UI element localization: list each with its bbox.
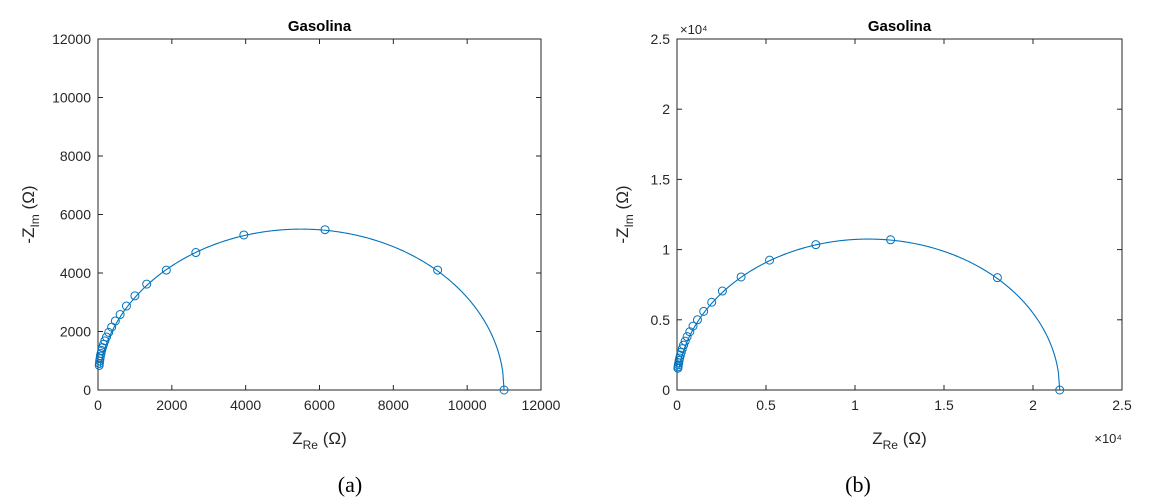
data-point — [94, 360, 104, 370]
data-point — [736, 272, 746, 282]
y-tick-label: 12000 — [52, 31, 91, 47]
data-point — [104, 327, 114, 337]
plot-area — [97, 38, 542, 391]
data-point — [433, 265, 443, 275]
data-point — [707, 297, 717, 307]
y-tick-label: 0 — [662, 382, 670, 398]
panel-caption: (b) — [845, 472, 871, 497]
data-point — [688, 321, 698, 331]
x-tick-label: 10000 — [448, 397, 487, 413]
data-point — [1055, 385, 1065, 395]
x-tick-label: 4000 — [230, 397, 261, 413]
y-tick-label: 1 — [662, 242, 670, 258]
y-tick-label: 1.5 — [651, 171, 671, 187]
series-line — [678, 238, 1061, 391]
y-tick-label: 8000 — [60, 148, 91, 164]
x-axis-label: ZRe (Ω) — [872, 429, 927, 452]
data-point — [239, 230, 249, 240]
data-point — [886, 235, 896, 245]
x-axis-multiplier: ×10⁴ — [1094, 431, 1122, 446]
data-point — [499, 385, 509, 395]
data-point — [992, 273, 1002, 283]
data-point — [115, 310, 125, 320]
y-tick-label: 0 — [83, 382, 91, 398]
y-axis-label: -ZIm (Ω) — [613, 185, 636, 243]
y-tick-label: 4000 — [60, 265, 91, 281]
data-point — [142, 279, 152, 289]
x-tick-label: 12000 — [522, 397, 561, 413]
data-point — [717, 286, 727, 296]
y-tick-label: 10000 — [52, 90, 91, 106]
x-axis-label: ZRe (Ω) — [292, 429, 347, 452]
x-tick-label: 2000 — [156, 397, 187, 413]
x-tick-label: 2.5 — [1112, 397, 1132, 413]
chart-panel-a: 0 2000 4000 6000 8000 10000 12000 0 2000 4000 6000… — [19, 18, 561, 497]
x-tick-label: 8000 — [378, 397, 409, 413]
x-tick-label: 2 — [1029, 397, 1037, 413]
y-tick-label: 2.5 — [651, 31, 671, 47]
y-axis-multiplier: ×10⁴ — [680, 22, 708, 37]
plot-area — [676, 38, 1123, 391]
y-tick-label: 6000 — [60, 207, 91, 223]
panel-caption: (a) — [338, 472, 362, 497]
data-point — [161, 265, 171, 275]
data-point — [811, 240, 821, 250]
x-tick-label: 0.5 — [756, 397, 776, 413]
data-point — [692, 315, 702, 325]
data-point — [320, 225, 330, 235]
y-axis-label: -ZIm (Ω) — [19, 185, 42, 243]
data-point — [685, 327, 695, 337]
data-point — [107, 322, 117, 332]
x-tick-label: 1 — [851, 397, 859, 413]
data-point — [682, 332, 692, 342]
data-point — [191, 248, 201, 258]
data-point — [673, 363, 683, 373]
y-tick-label: 0.5 — [651, 312, 671, 328]
x-tick-label: 6000 — [304, 397, 335, 413]
x-tick-label: 1.5 — [934, 397, 954, 413]
y-tick-label: 2 — [662, 101, 670, 117]
x-tick-label: 0 — [673, 397, 681, 413]
data-point — [699, 306, 709, 316]
y-tick-label: 2000 — [60, 324, 91, 340]
chart-title: Gasolina — [868, 18, 932, 35]
series-line — [99, 228, 505, 391]
data-point — [765, 255, 775, 265]
chart-title: Gasolina — [288, 18, 352, 35]
data-point — [121, 301, 131, 311]
data-point — [677, 344, 687, 354]
data-point — [130, 291, 140, 301]
x-tick-label: 0 — [94, 397, 102, 413]
chart-panel-b: 0 0.5 1 1.5 2 2.5 0 0.5 1 1.5 2 2.5 ×10⁴ ×10⁴ Gasolina… — [613, 18, 1132, 497]
